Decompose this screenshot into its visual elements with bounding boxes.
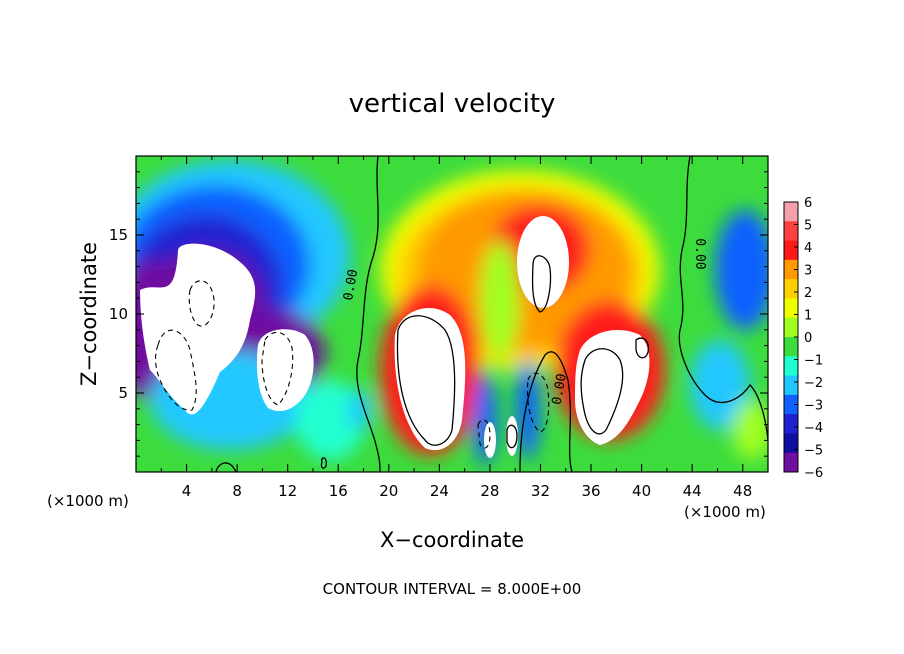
contour-interval-note: CONTOUR INTERVAL = 8.000E+00 [323, 580, 582, 598]
colorbar-swatch [784, 317, 798, 338]
colorbar-swatch [784, 394, 798, 415]
colorbar-tick-label: 1 [804, 309, 812, 324]
colorbar: 6 5 4 3 2 1 0 −1 −2 −3 −4 −5 −6 [783, 196, 823, 481]
y-tick-label: 5 [118, 384, 128, 402]
colorbar-tick-label: 6 [804, 196, 812, 211]
x-tick-label: 12 [278, 482, 297, 500]
colorbar-swatch [784, 452, 798, 473]
x-tick-label: 4 [182, 482, 192, 500]
colorbar-tick-label: −6 [804, 466, 823, 481]
colorbar-swatch [784, 221, 798, 242]
colorbar-swatch [784, 279, 798, 299]
colorbar-swatch [784, 202, 798, 222]
x-axis-title: X−coordinate [380, 528, 524, 552]
colorbar-tick-label: 3 [804, 264, 812, 279]
colorbar-tick-label: −1 [804, 354, 823, 369]
colorbar-tick-label: −2 [804, 376, 823, 391]
y-axis-ticks: 5 10 15 [109, 171, 768, 457]
colorbar-swatch [784, 433, 798, 454]
chart-title: vertical velocity [349, 89, 556, 119]
x-axis-ticks: 4 8 12 16 20 24 28 32 36 40 44 48 [160, 156, 752, 500]
x-tick-label: 32 [531, 482, 550, 500]
colorbar-tick-label: 4 [804, 241, 812, 256]
colorbar-tick-label: 0 [804, 331, 812, 346]
colorbar-swatch [784, 337, 798, 357]
colorbar-tick-label: 2 [804, 286, 812, 301]
colorbar-swatch [784, 259, 798, 280]
colorbar-swatch [784, 375, 798, 396]
colorbar-tick-label: −4 [804, 421, 823, 436]
x-tick-label: 16 [329, 482, 348, 500]
x-tick-label: 20 [379, 482, 398, 500]
y-tick-label: 15 [109, 226, 128, 244]
contour-label: 0.00 [692, 238, 707, 269]
x-unit-label-right: (×1000 m) [684, 503, 766, 521]
x-tick-label: 24 [430, 482, 449, 500]
colorbar-tick-label: −5 [804, 444, 823, 459]
x-tick-label: 44 [683, 482, 702, 500]
colorbar-tick-label: 5 [804, 219, 812, 234]
x-tick-label: 28 [480, 482, 499, 500]
y-tick-label: 10 [109, 305, 128, 323]
x-tick-label: 48 [733, 482, 752, 500]
x-unit-label-left: (×1000 m) [47, 492, 129, 510]
colorbar-swatch [784, 240, 798, 261]
colorbar-tick-label: −3 [804, 399, 823, 414]
y-axis-title: Z−coordinate [77, 242, 101, 386]
colorbar-swatch [784, 298, 798, 319]
x-tick-label: 36 [581, 482, 600, 500]
contour-label: 0.00 [341, 268, 361, 301]
x-tick-label: 8 [232, 482, 242, 500]
colorbar-swatch [784, 356, 798, 377]
contour-labels: 0.00 0.00 0.00 [341, 238, 707, 406]
heatmap-field [136, 156, 768, 472]
colorbar-swatch [784, 414, 798, 434]
x-tick-label: 40 [632, 482, 651, 500]
contour-label: 0.00 [550, 373, 570, 406]
zero-contours [155, 156, 768, 472]
